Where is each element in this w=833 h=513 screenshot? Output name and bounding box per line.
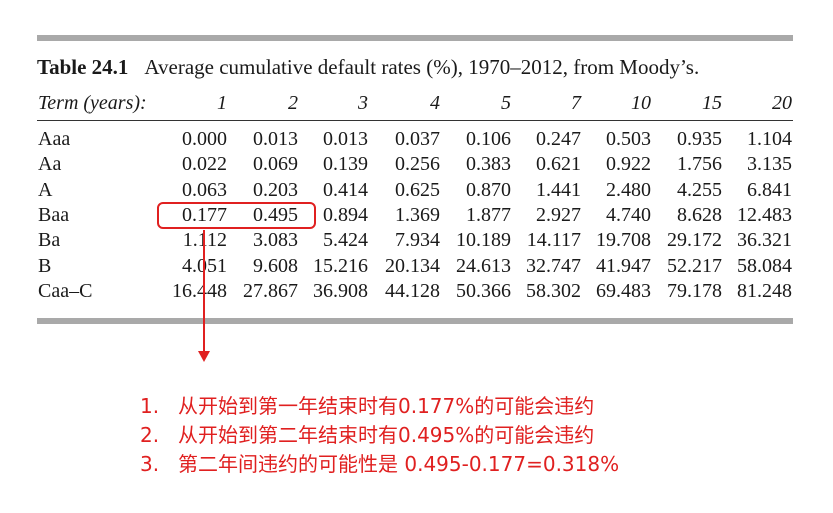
term-header-2: 2 bbox=[288, 92, 298, 114]
table-cell: 27.867 bbox=[243, 279, 298, 302]
table-cell: 36.908 bbox=[313, 279, 368, 302]
table-cell: 1.104 bbox=[747, 128, 792, 150]
table-cell: 0.383 bbox=[466, 153, 511, 176]
rating-label: Ba bbox=[38, 229, 61, 252]
table-cell: 0.013 bbox=[253, 128, 298, 150]
table-cell: 10.189 bbox=[456, 229, 511, 252]
header-divider bbox=[37, 120, 793, 121]
table-cell: 0.922 bbox=[606, 153, 651, 176]
table-cell: 0.870 bbox=[466, 178, 511, 201]
table-cell: 0.621 bbox=[536, 153, 581, 176]
note-2: 2. 从开始到第二年结束时有0.495%的可能会违约 bbox=[140, 423, 595, 447]
table-cell: 2.927 bbox=[536, 203, 581, 226]
annotation-notes: 1. 从开始到第一年结束时有0.177%的可能会违约 2. 从开始到第二年结束时有0… bbox=[140, 392, 619, 479]
rating-label: Caa–C bbox=[38, 279, 93, 302]
table-cell: 58.302 bbox=[526, 279, 581, 302]
baa-highlight-box bbox=[157, 202, 316, 229]
table-cell: 8.628 bbox=[677, 203, 722, 226]
table-cell: 0.063 bbox=[182, 178, 227, 201]
table-cell: 0.069 bbox=[253, 153, 298, 176]
table-cell: 0.000 bbox=[182, 128, 227, 150]
table-cell: 7.934 bbox=[395, 229, 440, 252]
table-cell: 1.369 bbox=[395, 203, 440, 226]
note-3: 3. 第二年间违约的可能性是 0.495-0.177=0.318% bbox=[140, 452, 620, 476]
table-cell: 20.134 bbox=[385, 254, 440, 277]
table-cell: 29.172 bbox=[667, 229, 722, 252]
rating-label: Aa bbox=[38, 153, 62, 176]
table-cell: 24.613 bbox=[456, 254, 511, 277]
table-top-rule bbox=[37, 35, 793, 41]
table-row: Ba1.1123.0835.4247.93410.18914.11719.708… bbox=[0, 229, 833, 254]
term-header-15: 15 bbox=[702, 92, 722, 114]
table-row: Aaa 0.000 0.013 0.013 0.037 0.106 0.247 0.503 0.… bbox=[0, 128, 833, 153]
rating-label: Aaa bbox=[38, 128, 71, 150]
rating-label: A bbox=[38, 178, 53, 201]
table-cell: 4.740 bbox=[606, 203, 651, 226]
table-cell: 0.495 bbox=[253, 203, 298, 226]
term-header-1: 1 bbox=[217, 92, 227, 114]
term-header-5: 5 bbox=[501, 92, 511, 114]
table-cell: 19.708 bbox=[596, 229, 651, 252]
table-cell: 0.247 bbox=[536, 128, 581, 150]
table-cell: 0.256 bbox=[395, 153, 440, 176]
table-cell: 0.414 bbox=[323, 178, 368, 201]
term-header-10: 10 bbox=[631, 92, 651, 114]
term-header-label: Term (years): bbox=[38, 92, 147, 114]
annotation-arrow bbox=[203, 230, 205, 352]
table-cell: 1.877 bbox=[466, 203, 511, 226]
table-cell: 58.084 bbox=[737, 254, 792, 277]
table-cell: 0.177 bbox=[182, 203, 227, 226]
table-caption: Table 24.1 Average cumulative default rat… bbox=[37, 55, 699, 80]
table-cell: 3.083 bbox=[253, 229, 298, 252]
table-cell: 0.625 bbox=[395, 178, 440, 201]
arrow-down-icon bbox=[198, 351, 210, 362]
table-cell: 52.217 bbox=[667, 254, 722, 277]
table-cell: 2.480 bbox=[606, 178, 651, 201]
table-cell: 36.321 bbox=[737, 229, 792, 252]
table-cell: 3.135 bbox=[747, 153, 792, 176]
table-cell: 0.022 bbox=[182, 153, 227, 176]
table-cell: 69.483 bbox=[596, 279, 651, 302]
table-cell: 1.756 bbox=[677, 153, 722, 176]
table-cell: 32.747 bbox=[526, 254, 581, 277]
table-cell: 50.366 bbox=[456, 279, 511, 302]
table-bottom-rule bbox=[37, 318, 793, 324]
table-cell: 9.608 bbox=[253, 254, 298, 277]
term-header-7: 7 bbox=[571, 92, 581, 114]
table-cell: 0.503 bbox=[606, 128, 651, 150]
table-cell: 16.448 bbox=[172, 279, 227, 302]
rating-label: Baa bbox=[38, 203, 70, 226]
table-cell: 0.894 bbox=[323, 203, 368, 226]
rating-label: B bbox=[38, 254, 52, 277]
table-cell: 14.117 bbox=[526, 229, 581, 252]
table-cell: 15.216 bbox=[313, 254, 368, 277]
table-cell: 41.947 bbox=[596, 254, 651, 277]
table-cell: 0.106 bbox=[466, 128, 511, 150]
term-header-20: 20 bbox=[772, 92, 792, 114]
table-cell: 79.178 bbox=[667, 279, 722, 302]
table-row: Caa–C 16.448 27.867 36.908 44.128 50.366 58.30… bbox=[0, 280, 833, 305]
table-cell: 0.037 bbox=[395, 128, 440, 150]
table-cell: 0.203 bbox=[253, 178, 298, 201]
table-row: Baa 0.177 0.495 0.894 1.369 1.877 2.927 4.740 8.… bbox=[0, 204, 833, 229]
table-cell: 5.424 bbox=[323, 229, 368, 252]
table-title: Average cumulative default rates (%), 19… bbox=[144, 55, 700, 79]
table-row: B4.0519.60815.21620.13424.61332.74741.94… bbox=[0, 255, 833, 280]
table-cell: 6.841 bbox=[747, 178, 792, 201]
table-cell: 44.128 bbox=[385, 279, 440, 302]
term-header-3: 3 bbox=[358, 92, 368, 114]
note-1: 1. 从开始到第一年结束时有0.177%的可能会违约 bbox=[140, 394, 595, 418]
table-label: Table 24.1 bbox=[37, 55, 129, 79]
table-cell: 12.483 bbox=[737, 203, 792, 226]
table-cell: 0.139 bbox=[323, 153, 368, 176]
table-cell: 0.013 bbox=[323, 128, 368, 150]
table-cell: 81.248 bbox=[737, 279, 792, 302]
term-header-4: 4 bbox=[430, 92, 440, 114]
table-cell: 1.441 bbox=[536, 178, 581, 201]
table-row: Aa 0.022 0.069 0.139 0.256 0.383 0.621 0.922 1.7… bbox=[0, 153, 833, 178]
table-cell: 0.935 bbox=[677, 128, 722, 150]
table-row: A 0.063 0.203 0.414 0.625 0.870 1.441 2.480 4.25… bbox=[0, 179, 833, 204]
table-cell: 4.255 bbox=[677, 178, 722, 201]
